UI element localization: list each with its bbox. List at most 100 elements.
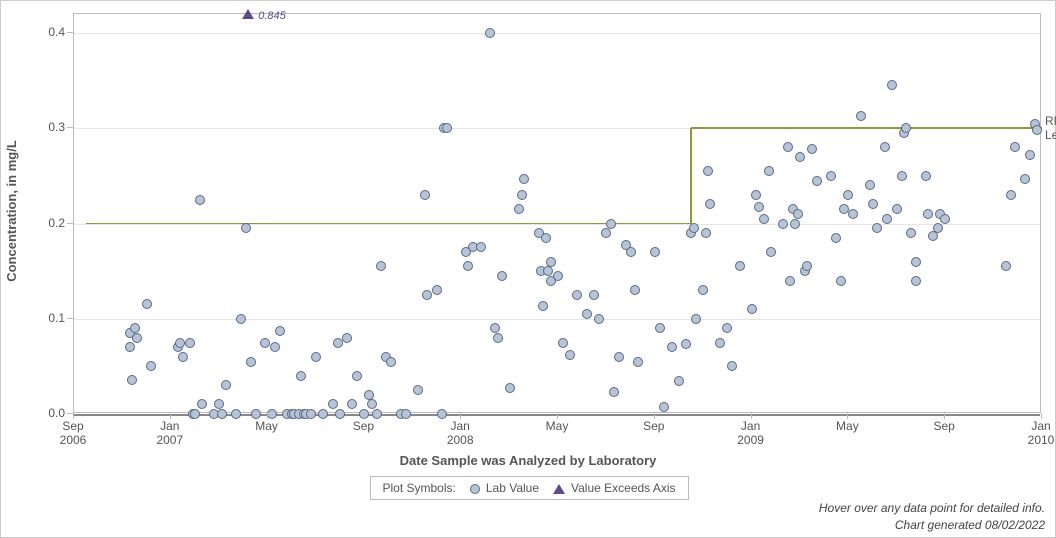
data-point[interactable]: [251, 409, 261, 419]
data-point[interactable]: [872, 223, 882, 233]
data-point[interactable]: [260, 338, 270, 348]
data-point[interactable]: [848, 209, 858, 219]
data-point[interactable]: [437, 409, 447, 419]
data-point[interactable]: [270, 342, 280, 352]
data-point[interactable]: [701, 228, 711, 238]
data-point[interactable]: [490, 323, 500, 333]
data-point[interactable]: [517, 190, 527, 200]
data-point[interactable]: [485, 28, 495, 38]
data-point[interactable]: [880, 142, 890, 152]
data-point[interactable]: [541, 233, 551, 243]
data-point[interactable]: [882, 214, 892, 224]
data-point[interactable]: [582, 309, 592, 319]
data-point[interactable]: [843, 190, 853, 200]
data-point[interactable]: [546, 257, 556, 267]
data-point[interactable]: [241, 223, 251, 233]
data-point[interactable]: [790, 219, 800, 229]
data-point[interactable]: [413, 385, 423, 395]
data-point[interactable]: [221, 380, 231, 390]
data-point[interactable]: [836, 276, 846, 286]
data-point[interactable]: [217, 409, 227, 419]
data-point[interactable]: [601, 228, 611, 238]
data-point[interactable]: [342, 333, 352, 343]
data-point[interactable]: [839, 204, 849, 214]
data-point[interactable]: [565, 350, 575, 360]
data-point[interactable]: [735, 261, 745, 271]
data-point[interactable]: [401, 409, 411, 419]
data-point[interactable]: [493, 333, 503, 343]
data-point[interactable]: [747, 304, 757, 314]
data-point[interactable]: [705, 199, 715, 209]
data-point[interactable]: [921, 171, 931, 181]
data-point[interactable]: [807, 144, 817, 154]
data-point[interactable]: [514, 204, 524, 214]
data-point[interactable]: [1001, 261, 1011, 271]
data-point[interactable]: [594, 314, 604, 324]
data-point[interactable]: [589, 290, 599, 300]
data-point[interactable]: [831, 233, 841, 243]
data-point[interactable]: [538, 301, 548, 311]
data-point[interactable]: [865, 180, 875, 190]
data-point[interactable]: [940, 214, 950, 224]
data-point[interactable]: [715, 338, 725, 348]
data-point[interactable]: [754, 202, 764, 212]
data-point[interactable]: [195, 195, 205, 205]
data-point[interactable]: [856, 111, 866, 121]
data-point[interactable]: [146, 361, 156, 371]
data-point[interactable]: [246, 357, 256, 367]
data-point[interactable]: [376, 261, 386, 271]
data-point[interactable]: [698, 285, 708, 295]
data-point[interactable]: [1010, 142, 1020, 152]
data-point[interactable]: [674, 376, 684, 386]
data-point[interactable]: [897, 171, 907, 181]
data-point[interactable]: [352, 371, 362, 381]
data-point[interactable]: [214, 399, 224, 409]
data-point[interactable]: [132, 333, 142, 343]
data-point[interactable]: [751, 190, 761, 200]
data-point[interactable]: [347, 399, 357, 409]
data-point[interactable]: [812, 176, 822, 186]
data-point[interactable]: [190, 409, 200, 419]
data-point[interactable]: [497, 271, 507, 281]
data-point[interactable]: [766, 247, 776, 257]
data-point[interactable]: [606, 219, 616, 229]
data-point[interactable]: [681, 339, 691, 349]
data-point[interactable]: [130, 323, 140, 333]
data-point[interactable]: [655, 323, 665, 333]
data-point[interactable]: [125, 342, 135, 352]
data-point[interactable]: [236, 314, 246, 324]
data-point[interactable]: [911, 257, 921, 267]
data-point[interactable]: [727, 361, 737, 371]
data-point[interactable]: [1025, 150, 1035, 160]
data-point[interactable]: [802, 261, 812, 271]
data-point[interactable]: [328, 399, 338, 409]
data-point[interactable]: [785, 276, 795, 286]
data-point[interactable]: [795, 152, 805, 162]
data-point[interactable]: [1032, 125, 1042, 135]
data-point[interactable]: [691, 314, 701, 324]
data-point[interactable]: [667, 342, 677, 352]
data-point[interactable]: [911, 276, 921, 286]
data-point[interactable]: [633, 357, 643, 367]
data-point[interactable]: [306, 409, 316, 419]
data-point[interactable]: [197, 399, 207, 409]
data-point[interactable]: [505, 383, 515, 393]
data-point[interactable]: [614, 352, 624, 362]
data-point[interactable]: [275, 326, 285, 336]
data-point[interactable]: [372, 409, 382, 419]
data-point[interactable]: [901, 123, 911, 133]
data-point[interactable]: [463, 261, 473, 271]
data-point[interactable]: [906, 228, 916, 238]
data-point[interactable]: [335, 409, 345, 419]
data-point[interactable]: [543, 266, 553, 276]
data-point[interactable]: [923, 209, 933, 219]
data-point[interactable]: [296, 371, 306, 381]
data-point[interactable]: [609, 387, 619, 397]
data-point[interactable]: [826, 171, 836, 181]
data-point[interactable]: [764, 166, 774, 176]
data-point[interactable]: [367, 399, 377, 409]
data-point[interactable]: [359, 409, 369, 419]
data-point[interactable]: [364, 390, 374, 400]
data-point[interactable]: [722, 323, 732, 333]
data-point[interactable]: [887, 80, 897, 90]
